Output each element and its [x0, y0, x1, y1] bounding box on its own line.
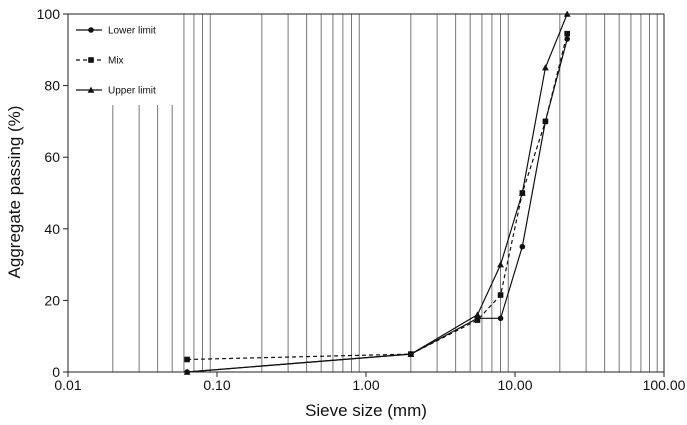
- y-tick-label: 100: [37, 6, 61, 22]
- series-line: [187, 33, 568, 361]
- x-tick-label: 10.00: [497, 377, 532, 393]
- legend-label: Mix: [108, 56, 124, 67]
- data-point: [564, 30, 570, 37]
- series-line: [187, 38, 568, 373]
- x-tick-label: 100.00: [643, 377, 686, 393]
- y-tick-label: 20: [44, 292, 60, 308]
- data-point: [542, 64, 549, 71]
- legend-label: Lower limit: [108, 26, 156, 37]
- data-point: [474, 317, 481, 323]
- series-mix: [184, 30, 570, 363]
- y-tick-label: 0: [52, 364, 60, 380]
- legend-label: Upper limit: [108, 86, 156, 97]
- series-line: [187, 13, 568, 373]
- data-point: [497, 315, 504, 322]
- y-axis-title: Aggregate passing (%): [5, 106, 24, 279]
- y-tick-label: 60: [44, 149, 60, 165]
- data-point: [542, 118, 549, 125]
- data-point: [407, 350, 415, 357]
- data-point: [497, 261, 504, 268]
- x-tick-label: 0.10: [203, 377, 230, 393]
- legend-marker: [87, 86, 95, 93]
- x-tick-label: 1.00: [352, 377, 379, 393]
- y-tick-label: 80: [44, 78, 60, 94]
- legend-marker: [88, 27, 94, 33]
- series-lower-limit: [184, 36, 570, 375]
- data-point: [184, 356, 190, 363]
- data-point: [183, 368, 191, 375]
- grid-lines: [112, 14, 658, 372]
- x-tick-label: 0.01: [54, 377, 81, 393]
- data-point: [474, 311, 481, 318]
- data-point: [497, 292, 504, 298]
- data-point: [519, 243, 526, 250]
- data-point: [518, 189, 526, 196]
- legend-marker: [88, 57, 94, 63]
- legend: Lower limit Mix Upper limit: [68, 14, 175, 105]
- y-tick-label: 40: [44, 221, 60, 237]
- x-axis-title: Sieve size (mm): [305, 401, 427, 420]
- series-upper-limit: [183, 10, 571, 375]
- data-point: [563, 10, 571, 17]
